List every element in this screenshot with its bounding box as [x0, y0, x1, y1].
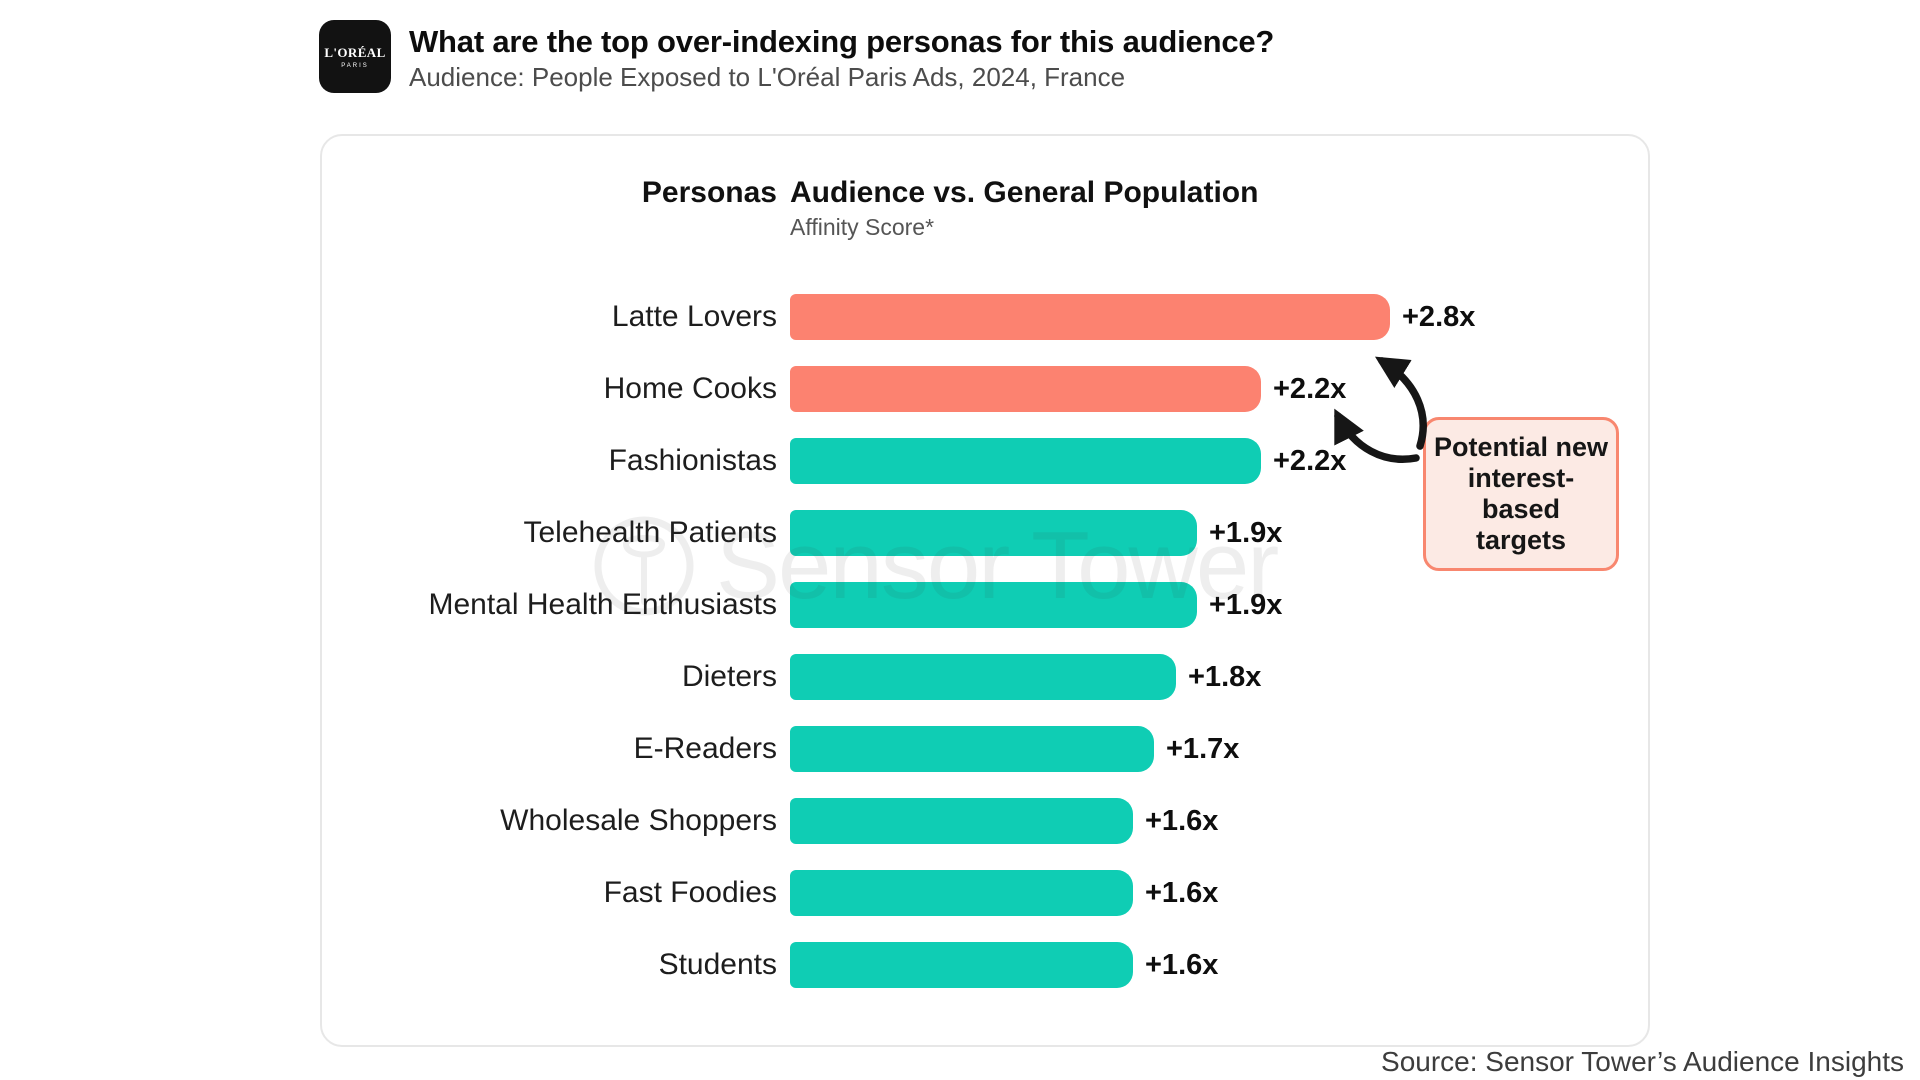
- affinity-value: +2.2x: [1273, 372, 1347, 405]
- personas-column-header: Personas: [641, 176, 777, 209]
- chart-card: Personas Audience vs. General Population…: [320, 134, 1650, 1047]
- affinity-value: +2.2x: [1273, 444, 1347, 477]
- page-subtitle: Audience: People Exposed to L'Oréal Pari…: [409, 62, 1126, 92]
- annotation-line: targets: [1475, 525, 1567, 555]
- bar-track: +1.6x: [790, 870, 1218, 916]
- affinity-value: +1.9x: [1209, 588, 1283, 621]
- persona-label: Telehealth Patients: [523, 516, 777, 549]
- affinity-value: +2.8x: [1402, 300, 1476, 333]
- affinity-bar: [790, 510, 1197, 556]
- persona-row: Fast Foodies +1.6x: [322, 870, 1652, 916]
- bar-track: +1.6x: [790, 942, 1218, 988]
- audience-column-header: Audience vs. General Population: [790, 176, 1259, 209]
- affinity-value: +1.8x: [1188, 660, 1262, 693]
- affinity-score-label: Affinity Score*: [790, 214, 935, 240]
- affinity-bar: [790, 942, 1133, 988]
- affinity-value: +1.6x: [1145, 948, 1219, 981]
- affinity-bar: [790, 870, 1133, 916]
- annotation-callout: Potential new interest-based targets: [1423, 417, 1619, 571]
- persona-label: Fast Foodies: [603, 876, 777, 909]
- loreal-logo-text: L'ORÉAL: [324, 44, 386, 60]
- persona-row: E-Readers +1.7x: [322, 726, 1652, 772]
- persona-row: Mental Health Enthusiasts +1.9x: [322, 582, 1652, 628]
- persona-label: Dieters: [681, 660, 777, 693]
- bar-track: +1.9x: [790, 582, 1282, 628]
- persona-label: Wholesale Shoppers: [500, 804, 777, 837]
- persona-label: Fashionistas: [608, 444, 777, 477]
- bar-track: +1.9x: [790, 510, 1282, 556]
- persona-row: Telehealth Patients +1.9x: [322, 510, 1652, 556]
- persona-label: Home Cooks: [603, 372, 777, 405]
- affinity-bar: [790, 654, 1176, 700]
- persona-row: Dieters +1.8x: [322, 654, 1652, 700]
- persona-label: E-Readers: [633, 732, 777, 765]
- affinity-bar: [790, 438, 1261, 484]
- bar-track: +2.2x: [790, 366, 1346, 412]
- persona-row: Latte Lovers +2.8x: [322, 294, 1652, 340]
- bar-track: +2.8x: [790, 294, 1475, 340]
- persona-label: Latte Lovers: [611, 300, 777, 333]
- persona-row: Students +1.6x: [322, 942, 1652, 988]
- bar-track: +1.8x: [790, 654, 1261, 700]
- bar-chart: Latte Lovers +2.8x Home Cooks +2.2x Fash…: [322, 294, 1652, 1014]
- persona-row: Wholesale Shoppers +1.6x: [322, 798, 1652, 844]
- affinity-bar: [790, 294, 1390, 340]
- annotation-line: Potential new: [1433, 432, 1609, 462]
- affinity-value: +1.7x: [1166, 732, 1240, 765]
- persona-label: Mental Health Enthusiasts: [428, 588, 777, 621]
- affinity-bar: [790, 366, 1261, 412]
- affinity-value: +1.9x: [1209, 516, 1283, 549]
- source-note: Source: Sensor Tower’s Audience Insights: [1381, 1046, 1904, 1077]
- loreal-logo-subtext: PARIS: [341, 62, 369, 69]
- annotation-line: interest-based: [1467, 463, 1575, 524]
- page-title: What are the top over-indexing personas …: [409, 24, 1275, 59]
- affinity-bar: [790, 798, 1133, 844]
- affinity-bar: [790, 726, 1154, 772]
- bar-track: +2.2x: [790, 438, 1346, 484]
- persona-label: Students: [658, 948, 777, 981]
- loreal-logo: L'ORÉAL PARIS: [319, 20, 391, 93]
- persona-row: Home Cooks +2.2x: [322, 366, 1652, 412]
- bar-track: +1.7x: [790, 726, 1239, 772]
- affinity-bar: [790, 582, 1197, 628]
- affinity-value: +1.6x: [1145, 804, 1219, 837]
- affinity-value: +1.6x: [1145, 876, 1219, 909]
- bar-track: +1.6x: [790, 798, 1218, 844]
- persona-row: Fashionistas +2.2x: [322, 438, 1652, 484]
